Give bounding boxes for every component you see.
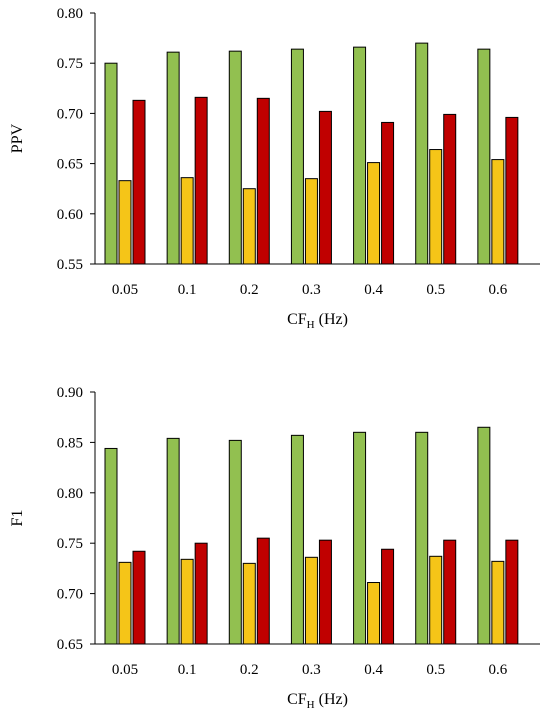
bar-ppv-series2-0.3 bbox=[304, 178, 318, 265]
bar-f1-series3-0.2 bbox=[256, 537, 270, 645]
y-tick-label: 0.65 bbox=[57, 637, 83, 653]
bar-f1-series1-0.2 bbox=[228, 439, 242, 645]
bar-f1-series3-0.4 bbox=[381, 548, 395, 645]
y-tick-label: 0.55 bbox=[57, 257, 83, 273]
bar-ppv-series3-0.2 bbox=[256, 97, 270, 265]
bar-f1-series3-0.1 bbox=[194, 542, 208, 645]
x-tick-label: 0.6 bbox=[488, 662, 507, 678]
bar-ppv-series3-0.3 bbox=[318, 110, 332, 265]
y-axis-label: PPV bbox=[9, 123, 26, 153]
bar-f1-series2-0.5 bbox=[429, 555, 443, 645]
bar-ppv-series1-0.2 bbox=[228, 50, 242, 265]
bar-ppv-series2-0.6 bbox=[491, 159, 505, 265]
y-tick-label: 0.60 bbox=[57, 207, 83, 223]
x-tick-label: 0.4 bbox=[364, 282, 383, 298]
x-axis-label-subscript: H bbox=[307, 319, 315, 331]
f1-bar-chart: 0.65 0.70 0.75 0.80 0.85 0.90 0.05 0.1 0.2 0.3 0.4… bbox=[9, 385, 540, 711]
x-tick-label: 0.1 bbox=[178, 662, 197, 678]
x-axis-label-subscript: H bbox=[307, 699, 315, 711]
bar-ppv-series1-0.3 bbox=[290, 48, 304, 265]
bar-ppv-series3-0.1 bbox=[194, 96, 208, 265]
bar-ppv-series1-0.4 bbox=[353, 46, 367, 265]
bar-ppv-series1-0.1 bbox=[166, 51, 180, 265]
y-tick-label: 0.90 bbox=[57, 385, 83, 401]
x-tick-label: 0.1 bbox=[178, 282, 197, 298]
bar-ppv-series2-0.4 bbox=[367, 162, 381, 265]
x-tick-label: 0.2 bbox=[240, 662, 259, 678]
x-tick-label: 0.4 bbox=[364, 662, 383, 678]
x-axis-label-unit: (Hz) bbox=[315, 691, 348, 708]
bar-f1-series1-0.1 bbox=[166, 437, 180, 645]
y-tick-label: 0.70 bbox=[57, 587, 83, 603]
bar-ppv-series3-0.6 bbox=[505, 116, 519, 265]
bar-f1-series1-0.4 bbox=[353, 431, 367, 645]
bar-ppv-series3-0.4 bbox=[381, 121, 395, 265]
y-tick-label: 0.80 bbox=[57, 486, 83, 502]
bar-f1-series2-0.6 bbox=[491, 560, 505, 645]
bar-f1-series3-0.6 bbox=[505, 539, 519, 645]
bar-ppv-series1-0.5 bbox=[415, 42, 429, 265]
y-tick-label: 0.75 bbox=[57, 536, 83, 552]
bar-ppv-series1-0.05 bbox=[104, 62, 118, 265]
bar-ppv-series1-0.6 bbox=[477, 48, 491, 265]
x-tick-label: 0.5 bbox=[426, 282, 445, 298]
bar-f1-series2-0.1 bbox=[180, 558, 194, 645]
x-tick-label: 0.6 bbox=[488, 282, 507, 298]
ppv-bar-chart: 0.55 0.60 0.65 0.70 0.75 0.80 0.05 0.1 0.2 0.3 0.4… bbox=[9, 6, 540, 331]
x-tick-label: 0.05 bbox=[112, 282, 138, 298]
bar-f1-series2-0.2 bbox=[242, 562, 256, 645]
x-axis-label: CFH (Hz) bbox=[287, 311, 348, 331]
y-tick-label: 0.70 bbox=[57, 106, 83, 122]
x-tick-label: 0.3 bbox=[302, 282, 321, 298]
bar-f1-series3-0.05 bbox=[132, 550, 146, 645]
bar-f1-series1-0.5 bbox=[415, 431, 429, 645]
bar-ppv-series2-0.05 bbox=[118, 180, 132, 265]
bar-f1-series2-0.3 bbox=[304, 556, 318, 645]
x-axis-label-main: CF bbox=[287, 691, 307, 708]
x-tick-label: 0.5 bbox=[426, 662, 445, 678]
bar-ppv-series3-0.5 bbox=[443, 113, 457, 265]
bar-ppv-series3-0.05 bbox=[132, 99, 146, 265]
y-axis-label: F1 bbox=[9, 510, 26, 527]
bar-ppv-series2-0.1 bbox=[180, 177, 194, 265]
x-axis-label-unit: (Hz) bbox=[315, 311, 348, 328]
x-axis-label: CFH (Hz) bbox=[287, 691, 348, 711]
y-tick-label: 0.80 bbox=[57, 6, 83, 22]
x-axis-label-main: CF bbox=[287, 311, 307, 328]
bar-f1-series1-0.6 bbox=[477, 426, 491, 645]
bar-f1-series3-0.5 bbox=[443, 539, 457, 645]
x-tick-label: 0.2 bbox=[240, 282, 259, 298]
x-tick-label: 0.3 bbox=[302, 662, 321, 678]
bar-f1-series3-0.3 bbox=[318, 539, 332, 645]
y-tick-label: 0.75 bbox=[57, 56, 83, 72]
bar-f1-series2-0.4 bbox=[367, 582, 381, 645]
y-tick-label: 0.65 bbox=[57, 157, 83, 173]
y-tick-label: 0.85 bbox=[57, 435, 83, 451]
bar-ppv-series2-0.2 bbox=[242, 188, 256, 265]
x-tick-label: 0.05 bbox=[112, 662, 138, 678]
bar-f1-series1-0.3 bbox=[290, 434, 304, 645]
bar-ppv-series2-0.5 bbox=[429, 149, 443, 265]
bar-f1-series1-0.05 bbox=[104, 447, 118, 645]
bar-f1-series2-0.05 bbox=[118, 561, 132, 645]
